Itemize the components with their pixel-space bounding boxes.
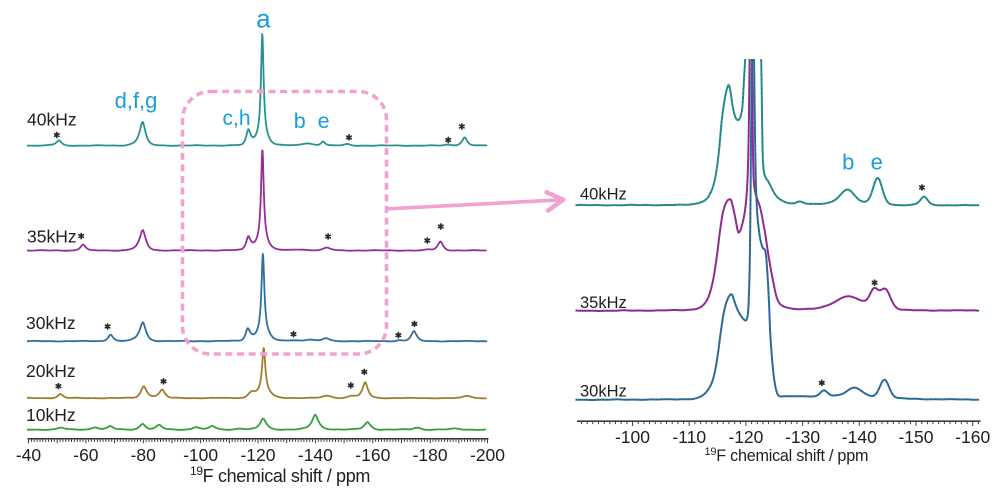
svg-text:-160: -160 — [955, 427, 990, 447]
svg-text:-100: -100 — [615, 427, 650, 447]
svg-text:-150: -150 — [898, 427, 933, 447]
svg-text:20kHz: 20kHz — [26, 361, 76, 381]
svg-text:c,h: c,h — [222, 107, 250, 130]
svg-text:19F chemical shift / ppm: 19F chemical shift / ppm — [190, 464, 370, 486]
svg-text:-120: -120 — [728, 427, 763, 447]
svg-text:-130: -130 — [785, 427, 820, 447]
svg-text:-200: -200 — [470, 445, 505, 465]
svg-text:-140: -140 — [298, 445, 333, 465]
svg-text:-80: -80 — [131, 445, 157, 465]
svg-text:30kHz: 30kHz — [580, 383, 627, 401]
svg-text:-100: -100 — [183, 445, 218, 465]
svg-text:19F chemical shift / ppm: 19F chemical shift / ppm — [705, 446, 869, 465]
svg-text:a: a — [256, 4, 271, 34]
svg-text:35kHz: 35kHz — [580, 294, 627, 312]
svg-text:10kHz: 10kHz — [26, 405, 76, 425]
svg-text:b: b — [842, 150, 854, 175]
svg-text:40kHz: 40kHz — [27, 110, 77, 130]
svg-text:e: e — [318, 109, 330, 133]
svg-text:d,f,g: d,f,g — [115, 88, 158, 113]
svg-text:-120: -120 — [240, 445, 275, 465]
svg-text:-180: -180 — [413, 445, 448, 465]
svg-text:e: e — [871, 149, 883, 174]
svg-text:40kHz: 40kHz — [580, 186, 627, 204]
svg-text:30kHz: 30kHz — [26, 313, 76, 333]
svg-text:35kHz: 35kHz — [27, 227, 77, 247]
svg-text:-60: -60 — [73, 445, 99, 465]
svg-text:-140: -140 — [842, 427, 877, 447]
svg-text:b: b — [294, 109, 306, 133]
svg-text:-40: -40 — [16, 445, 42, 465]
svg-text:-160: -160 — [355, 445, 390, 465]
svg-text:-110: -110 — [672, 427, 706, 447]
